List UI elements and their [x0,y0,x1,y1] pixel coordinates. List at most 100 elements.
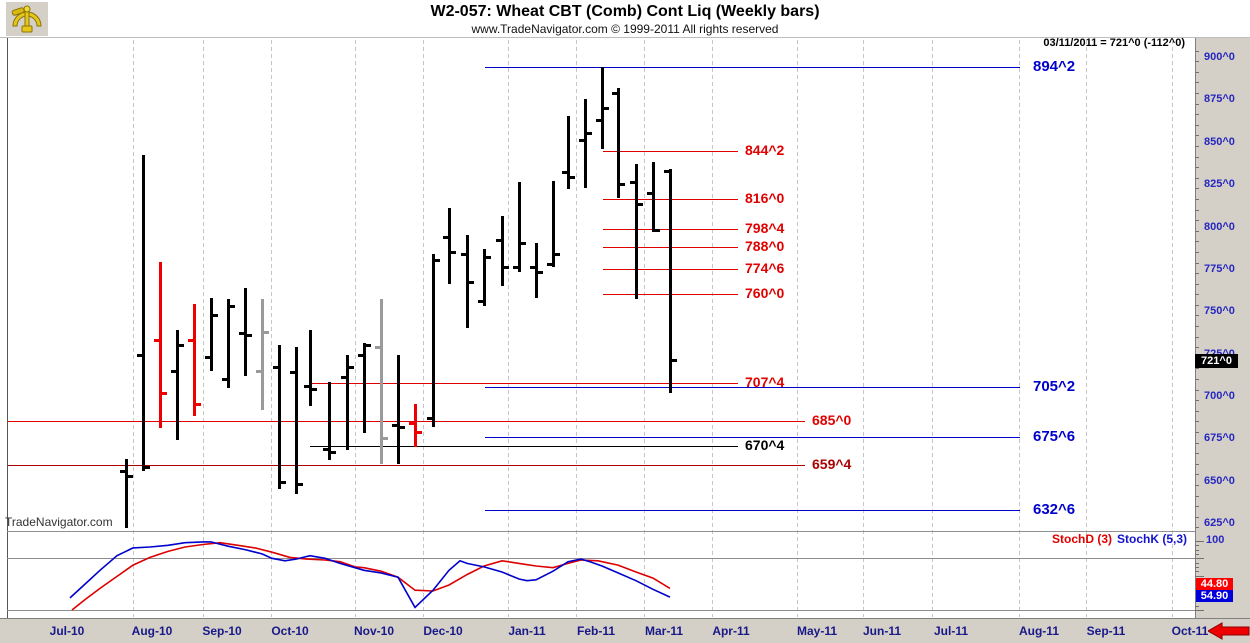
stoch-axis-tick [1195,563,1199,564]
price-bar-close-tick [366,344,371,347]
stoch-axis-tick [1195,610,1204,611]
stoch-axis-tick [1195,606,1199,607]
price-axis-tick [1195,517,1199,518]
price-bar [142,155,145,471]
price-bar [380,299,383,464]
price-bar [483,249,486,306]
price-bar-open-tick [612,92,617,95]
price-axis-label: 700^0 [1204,390,1235,402]
price-bar-close-tick [570,176,575,179]
time-axis-label-Jul-11: Jul-11 [933,624,969,638]
price-axis-tick [1195,104,1199,105]
time-axis-strip[interactable] [0,618,1250,643]
time-axis-label-Dec-10: Dec-10 [423,624,463,638]
level-line-632^6 [485,510,1020,511]
time-axis-label-Oct-10: Oct-10 [271,624,309,638]
price-axis-tick [1195,51,1199,52]
stoch-ref-line-20 [7,610,1195,611]
trade-navigator-logo[interactable] [6,2,48,36]
price-bar [432,254,435,427]
price-bar-close-tick [655,229,660,232]
price-bar [278,345,281,489]
price-axis-label: 850^0 [1204,136,1235,148]
price-bar-close-tick [162,392,167,395]
price-bar-close-tick [196,403,201,406]
price-axis-tick [1195,146,1199,147]
month-gridline [576,40,577,617]
stochk-legend-label[interactable]: StochK (5,3) [1117,532,1188,546]
level-label-707^4: 707^4 [745,374,785,390]
price-axis-tick [1195,464,1199,465]
month-gridline [355,40,356,617]
price-bar-open-tick [478,300,483,303]
level-label-670^4: 670^4 [745,437,785,453]
stoch-series-red [71,541,671,611]
price-bar-close-tick [555,253,560,256]
price-bar-open-tick [630,181,635,184]
time-axis-label-Aug-10: Aug-10 [131,624,173,638]
level-label-675^6: 675^6 [1033,428,1076,445]
time-axis-label-Oct-11: Oct-11 [1171,624,1209,638]
price-bar [309,330,312,406]
price-bar [414,404,417,447]
price-bar-open-tick [154,339,159,342]
stoch-ref-line-80 [7,558,1195,559]
price-bar [652,162,655,232]
stoch-axis-tick [1195,545,1199,546]
level-label-816^0: 816^0 [745,190,785,206]
price-axis-tick [1195,61,1199,62]
price-axis-label: 675^0 [1204,432,1235,444]
level-label-632^6: 632^6 [1033,501,1076,518]
price-bar-open-tick [341,376,346,379]
level-label-844^2: 844^2 [745,142,785,158]
price-bar [261,299,264,410]
price-bar [244,288,247,376]
price-bar-open-tick [137,354,142,357]
level-label-705^2: 705^2 [1033,378,1076,395]
price-bar-open-tick [562,171,567,174]
price-axis-tick [1195,453,1199,454]
price-axis-tick [1195,326,1199,327]
price-bar-close-tick [672,359,677,362]
month-gridline [797,40,798,617]
month-gridline [423,40,424,617]
time-axis-label-May-11: May-11 [796,624,838,638]
price-axis-tick [1195,125,1199,126]
watermark-text: TradeNavigator.com [5,515,113,529]
price-axis-tick [1195,72,1199,73]
stochastic-curves [69,541,671,611]
level-line-659^4 [7,465,805,466]
price-axis-label: 750^0 [1204,305,1235,317]
price-axis-tick [1195,241,1199,242]
price-axis-label: 650^0 [1204,475,1235,487]
level-label-685^0: 685^0 [812,412,852,428]
price-bar [617,88,620,198]
price-bar-open-tick [256,370,261,373]
price-bar-close-tick [213,314,218,317]
stoch-axis-tick [1195,550,1199,551]
price-axis-tick [1195,337,1199,338]
price-axis-tick [1195,199,1199,200]
price-axis-tick [1195,485,1199,486]
price-axis-strip[interactable] [1195,38,1250,643]
price-axis-tick [1195,93,1199,94]
price-bar-close-tick [281,481,286,484]
price-bar-close-tick [469,281,474,284]
stochk-value-badge: 54.90 [1196,590,1233,602]
price-bar [159,262,162,428]
price-bar-close-tick [604,107,609,110]
price-bar [466,235,469,328]
month-gridline [271,40,272,617]
time-axis-label-Feb-11: Feb-11 [576,624,615,638]
scroll-left-arrow-icon[interactable] [1206,622,1250,640]
price-axis-tick [1195,188,1199,189]
price-bar-close-tick [179,344,184,347]
price-bar-open-tick [205,356,210,359]
price-bar-open-tick [513,266,518,269]
stochd-legend-label[interactable]: StochD (3) [1052,532,1112,546]
price-bar-open-tick [596,119,601,122]
level-label-774^6: 774^6 [745,260,785,276]
level-label-788^0: 788^0 [745,238,785,254]
price-bar-open-tick [496,239,501,242]
